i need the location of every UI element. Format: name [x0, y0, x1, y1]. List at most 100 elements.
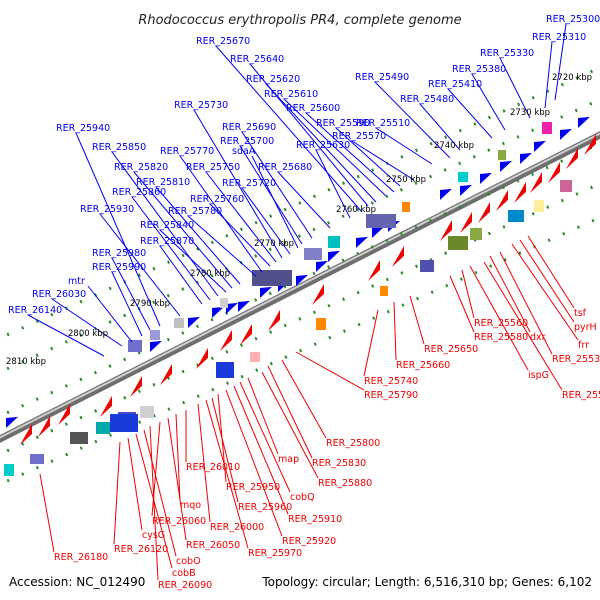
reverse-gene-arrow — [160, 363, 172, 385]
forward-gene-label: RER_25700 — [220, 136, 274, 147]
reverse-gene-label: ispG — [528, 370, 549, 381]
reverse-gene-label: RER_25920 — [282, 536, 336, 547]
reverse-gene-label: RER_26050 — [186, 540, 240, 551]
forward-gene-label: RER_25310 — [532, 32, 586, 43]
feature-box — [366, 214, 396, 228]
reverse-leader-line — [511, 243, 579, 341]
forward-gene-label: RER_25590 — [316, 118, 370, 129]
forward-gene-label: RER_25990 — [92, 262, 146, 273]
forward-gene-arrow — [560, 128, 572, 140]
reverse-leader-line — [519, 239, 575, 323]
forward-gene-arrow — [534, 140, 546, 152]
reverse-gene-label: cobB — [172, 568, 196, 579]
reverse-leader-line — [469, 265, 529, 371]
forward-gene-label: RER_25810 — [136, 177, 190, 188]
reverse-gene-label: pyrH — [574, 322, 597, 333]
reverse-leader-line — [295, 351, 365, 391]
forward-leader-line — [277, 171, 331, 229]
reverse-gene-label: RER_26060 — [152, 516, 206, 527]
forward-gene-label: RER_25860 — [112, 187, 166, 198]
reverse-gene-label: RER_25910 — [288, 514, 342, 525]
forward-gene-label: RER_25840 — [140, 220, 194, 231]
forward-gene-arrow — [226, 302, 238, 314]
forward-gene-arrow — [238, 300, 250, 312]
reverse-gene-arrow — [240, 323, 252, 345]
reverse-gene-arrow — [58, 403, 70, 425]
reverse-leader-line — [127, 437, 143, 531]
accession-text: Accession: NC_012490 — [9, 575, 145, 589]
reverse-leader-line — [143, 429, 177, 557]
reverse-leader-line — [175, 413, 181, 501]
position-tick-label: 2810 kbp — [6, 357, 46, 367]
forward-leader-line — [499, 57, 531, 119]
forward-leader-line — [159, 229, 227, 293]
reverse-leader-line — [499, 251, 553, 355]
tick-dotted-row — [0, 97, 600, 374]
reverse-gene-label: cysG — [142, 530, 165, 541]
tick-track — [0, 65, 600, 486]
forward-gene-label: RER_25570 — [332, 131, 386, 142]
forward-leader-line — [215, 45, 363, 213]
feature-box — [498, 150, 506, 160]
reverse-leader-line — [267, 365, 313, 459]
forward-gene-label: RER_25490 — [355, 72, 409, 83]
forward-gene-arrow — [296, 274, 308, 286]
reverse-gene-label: RER_25790 — [364, 390, 418, 401]
reverse-leader-line — [167, 417, 187, 541]
forward-gene-arrow — [578, 116, 590, 128]
reverse-leader-line — [151, 421, 161, 517]
forward-gene-label: mtr — [68, 276, 85, 287]
forward-leader-line — [27, 314, 105, 357]
forward-gene-arrow — [440, 188, 452, 200]
reverse-gene-label: RER_25970 — [248, 548, 302, 559]
feature-box — [534, 200, 544, 212]
forward-gene-label: RER_26140 — [8, 305, 62, 316]
reverse-gene-arrow — [478, 201, 490, 223]
reverse-leader-line — [233, 385, 289, 515]
reverse-gene-arrow — [530, 171, 542, 193]
feature-box — [470, 228, 482, 240]
position-tick-label: 2760 kbp — [336, 205, 376, 215]
forward-gene-label: RER_25720 — [222, 178, 276, 189]
reverse-gene-label: RER_25650 — [424, 344, 478, 355]
forward-gene-arrow — [260, 286, 272, 298]
feature-box — [110, 414, 138, 432]
feature-box — [216, 362, 234, 378]
forward-leader-line — [315, 149, 351, 219]
feature-box — [420, 260, 434, 272]
reverse-leader-line — [393, 301, 397, 361]
position-tick-label: 2720 kbp — [552, 73, 592, 83]
forward-leader-line — [205, 171, 277, 263]
reverse-gene-label: RER_25960 — [238, 502, 292, 513]
forward-gene-label: RER_25870 — [140, 236, 194, 247]
reverse-leader-line — [239, 381, 291, 493]
forward-leader-line — [249, 63, 369, 207]
forward-gene-label: RER_25630 — [296, 140, 350, 151]
forward-leader-line — [251, 155, 299, 249]
forward-gene-label: RER_25780 — [168, 206, 222, 217]
forward-leader-line — [159, 245, 203, 305]
forward-gene-label: RER_25640 — [230, 54, 284, 65]
feature-box — [252, 270, 292, 286]
reverse-gene-label: RER_26000 — [210, 522, 264, 533]
forward-leader-line — [187, 215, 257, 277]
reverse-gene-arrow — [100, 395, 112, 417]
forward-leader-line — [419, 103, 461, 151]
reverse-leader-line — [211, 397, 239, 503]
reverse-leader-line — [197, 403, 211, 523]
reverse-gene-label: frr — [578, 340, 589, 351]
feature-box — [458, 172, 468, 182]
feature-box — [560, 180, 572, 192]
reverse-gene-label: cobO — [176, 556, 201, 567]
forward-gene-label: RER_25930 — [80, 204, 134, 215]
feature-box — [30, 454, 44, 464]
forward-gene-label: RER_25670 — [196, 36, 250, 47]
reverse-leader-line — [281, 359, 327, 439]
reverse-leader-line — [113, 441, 121, 545]
feature-box — [402, 202, 410, 212]
forward-leader-line — [241, 131, 313, 239]
reverse-leader-line — [247, 377, 279, 455]
forward-leader-line — [283, 98, 387, 197]
forward-leader-line — [241, 187, 291, 255]
